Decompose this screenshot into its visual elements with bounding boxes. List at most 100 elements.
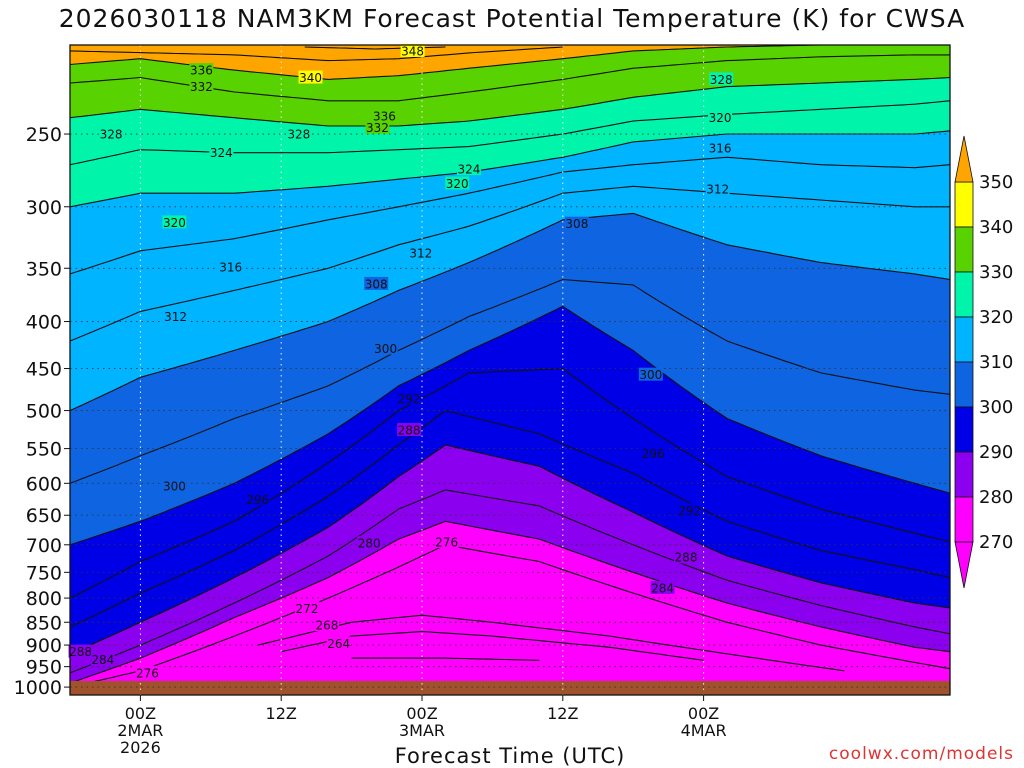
colorbar-legend: 350 340 330 320 310 300 290 280 270 [954, 135, 1013, 589]
contour-label-bg [372, 109, 397, 123]
contour-label: 312 [706, 183, 729, 197]
contour-label-bg [677, 503, 702, 517]
colorbar-tick-label: 290 [979, 442, 1013, 463]
contour-label: 308 [365, 277, 388, 291]
contour-label-bg [295, 601, 320, 615]
contour-label-bg [209, 145, 234, 159]
contour-label: 340 [299, 71, 322, 85]
contour-label: 320 [163, 216, 186, 230]
isentrope-316 [70, 156, 950, 275]
contour-label: 296 [642, 447, 665, 461]
x-tick-label: 2MAR [117, 721, 163, 740]
theta-color-bands [70, 45, 950, 695]
x-tick-label: 4MAR [681, 721, 727, 740]
isentrope-280 [70, 520, 950, 684]
contour-label-bg [650, 580, 675, 594]
contour-label-bg [245, 492, 270, 506]
contour-label: 324 [457, 163, 480, 177]
y-tick-label: 400 [26, 312, 62, 334]
isentrope-288 [70, 444, 950, 655]
contour-label: 332 [190, 80, 213, 94]
contour-label-bg [218, 260, 243, 274]
pressure-axis: 2503003504004505005506006507007508008509… [14, 124, 70, 699]
isentrope-276 [70, 544, 950, 688]
colorbar-band-310 [954, 316, 974, 363]
isentrope-340 [70, 46, 563, 62]
x-tick-label: 00Z [125, 704, 156, 723]
y-tick-label: 800 [26, 588, 62, 610]
isentrope-304 [70, 278, 950, 484]
contour-label: 336 [373, 110, 396, 124]
watermark-link[interactable]: coolwx.com/models [828, 744, 1014, 764]
contour-label: 268 [316, 619, 339, 633]
isentrope-320 [70, 130, 950, 208]
colorbar-band-330 [954, 226, 974, 273]
contour-label-bg [708, 110, 733, 124]
contour-label-bg [456, 162, 481, 176]
contour-label-bg [326, 636, 351, 650]
plot-frame [69, 44, 951, 696]
contour-label-bg [135, 665, 160, 679]
colorbar-tick-label: 320 [979, 307, 1013, 328]
contour-label: 264 [327, 637, 350, 651]
contour-label-bg [364, 276, 389, 290]
x-axis-label: Forecast Time (UTC) [394, 744, 626, 768]
isentrope-300 [70, 305, 950, 546]
contour-label-bg [434, 534, 459, 548]
colorbar-tick-label: 330 [979, 262, 1013, 283]
x-tick-label: 00Z [406, 704, 437, 723]
y-tick-label: 900 [26, 635, 62, 657]
contour-label: 296 [246, 493, 269, 507]
x-tick-label: 3MAR [399, 721, 445, 740]
contour-label: 312 [164, 310, 187, 324]
colorbar-tick-label: 310 [979, 352, 1013, 373]
isentrope-292 [70, 410, 950, 628]
contour-label: 308 [565, 217, 588, 231]
colorbar-band-300 [954, 361, 974, 408]
ground-terrain [70, 681, 950, 695]
y-tick-label: 1000 [14, 677, 62, 699]
contour-label: 284 [651, 581, 674, 595]
contour-label-bg [163, 309, 188, 323]
y-tick-label: 450 [26, 359, 62, 381]
contour-label: 284 [91, 653, 114, 667]
y-tick-label: 650 [26, 505, 62, 527]
colorbar-band-320 [954, 271, 974, 318]
y-tick-label: 550 [26, 439, 62, 461]
isentrope-308 [70, 212, 950, 412]
colorbar-band-280 [954, 451, 974, 498]
contour-label: 276 [435, 535, 458, 549]
contour-label: 348 [401, 44, 424, 58]
contour-label-bg [298, 70, 323, 84]
theta-band-fill [70, 544, 950, 695]
contour-label: 316 [709, 142, 732, 156]
colorbar-tick-label: 280 [979, 487, 1013, 508]
contour-label: 328 [710, 73, 733, 87]
isentrope-296 [70, 367, 950, 599]
contour-label-bg [564, 216, 589, 230]
contour-label: 288 [398, 424, 421, 438]
contour-label-bg [445, 176, 470, 190]
y-tick-label: 700 [26, 535, 62, 557]
contour-label: 280 [358, 537, 381, 551]
x-tick-label: 00Z [688, 704, 719, 723]
contour-label-bg [357, 536, 382, 550]
isentrope-312 [70, 185, 950, 342]
contour-label: 312 [409, 247, 432, 261]
y-tick-label: 850 [26, 612, 62, 634]
colorbar-tick-label: 340 [979, 217, 1013, 238]
contour-label-bg [641, 446, 666, 460]
isentrope-332 [70, 54, 950, 102]
chart-title: 2026030118 NAM3KM Forecast Potential Tem… [58, 4, 966, 33]
contour-label-bg [90, 652, 115, 666]
y-tick-label: 300 [26, 197, 62, 219]
contour-label-bg [400, 43, 425, 57]
contour-label-bg [397, 391, 422, 405]
colorbar-tick-label: 270 [979, 532, 1013, 553]
colorbar-band-340 [954, 181, 974, 228]
contour-label-bg [365, 120, 390, 134]
contour-label-bg [674, 550, 698, 564]
contour-label: 336 [190, 64, 213, 78]
